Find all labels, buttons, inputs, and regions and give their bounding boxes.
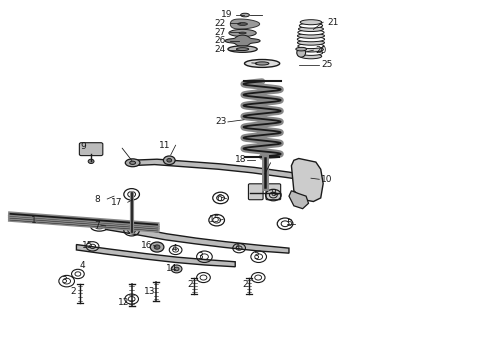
Text: 13: 13	[144, 287, 155, 296]
Text: 14: 14	[166, 265, 177, 274]
Polygon shape	[289, 191, 309, 209]
Text: 19: 19	[221, 10, 233, 19]
Ellipse shape	[237, 48, 248, 50]
Circle shape	[174, 267, 179, 271]
Ellipse shape	[130, 161, 136, 165]
Text: 4: 4	[80, 261, 86, 270]
Text: 22: 22	[214, 19, 225, 28]
Text: 26: 26	[214, 36, 225, 45]
Ellipse shape	[298, 44, 324, 49]
Ellipse shape	[239, 32, 246, 34]
Text: 7: 7	[95, 221, 100, 230]
Text: 3: 3	[61, 276, 67, 285]
Polygon shape	[76, 244, 235, 267]
Polygon shape	[229, 30, 256, 37]
Ellipse shape	[296, 47, 307, 51]
Text: 5: 5	[286, 219, 292, 228]
Text: 10: 10	[321, 175, 333, 184]
Ellipse shape	[238, 23, 247, 26]
Ellipse shape	[298, 27, 323, 32]
Text: 6: 6	[217, 194, 222, 203]
Text: 3: 3	[197, 252, 203, 261]
Text: 2: 2	[242, 280, 248, 289]
Text: 24: 24	[214, 45, 225, 54]
Ellipse shape	[255, 62, 269, 65]
Text: 20: 20	[315, 46, 326, 55]
Text: 21: 21	[327, 18, 339, 27]
Text: 1: 1	[31, 216, 37, 225]
Text: 17: 17	[111, 198, 122, 207]
Ellipse shape	[300, 20, 322, 25]
Text: 3: 3	[253, 252, 259, 261]
Polygon shape	[225, 35, 260, 46]
FancyBboxPatch shape	[248, 184, 263, 200]
Ellipse shape	[297, 40, 324, 45]
Ellipse shape	[299, 23, 322, 28]
Circle shape	[150, 242, 164, 252]
FancyBboxPatch shape	[266, 184, 281, 200]
Ellipse shape	[300, 54, 322, 59]
Text: 25: 25	[321, 60, 333, 69]
Ellipse shape	[245, 59, 280, 67]
Text: 9: 9	[80, 142, 86, 151]
Circle shape	[171, 265, 182, 273]
Text: 2: 2	[188, 280, 193, 289]
Text: 2: 2	[70, 287, 76, 296]
Text: 15: 15	[82, 241, 94, 250]
Polygon shape	[130, 159, 309, 181]
Circle shape	[154, 245, 160, 249]
Text: 16: 16	[141, 241, 152, 250]
Polygon shape	[292, 158, 323, 202]
FancyBboxPatch shape	[79, 143, 103, 156]
Ellipse shape	[298, 47, 323, 52]
Ellipse shape	[298, 30, 324, 35]
Text: 8: 8	[95, 194, 100, 203]
Ellipse shape	[297, 48, 306, 57]
Ellipse shape	[297, 37, 325, 42]
Text: 4: 4	[235, 243, 241, 252]
Ellipse shape	[299, 50, 322, 55]
Ellipse shape	[228, 46, 257, 52]
Text: 27: 27	[214, 28, 225, 37]
Text: 15: 15	[209, 215, 221, 224]
Polygon shape	[230, 19, 260, 29]
Ellipse shape	[297, 33, 324, 39]
Text: 11: 11	[159, 141, 170, 150]
Circle shape	[167, 158, 172, 162]
Text: 8: 8	[270, 189, 276, 198]
Circle shape	[88, 159, 94, 163]
Ellipse shape	[301, 175, 312, 181]
Text: 18: 18	[235, 156, 247, 165]
Polygon shape	[106, 223, 289, 253]
Ellipse shape	[241, 13, 249, 17]
Circle shape	[163, 156, 175, 165]
Text: 12: 12	[118, 298, 129, 307]
Text: 23: 23	[215, 117, 226, 126]
Ellipse shape	[125, 159, 140, 167]
Text: 4: 4	[172, 244, 177, 253]
